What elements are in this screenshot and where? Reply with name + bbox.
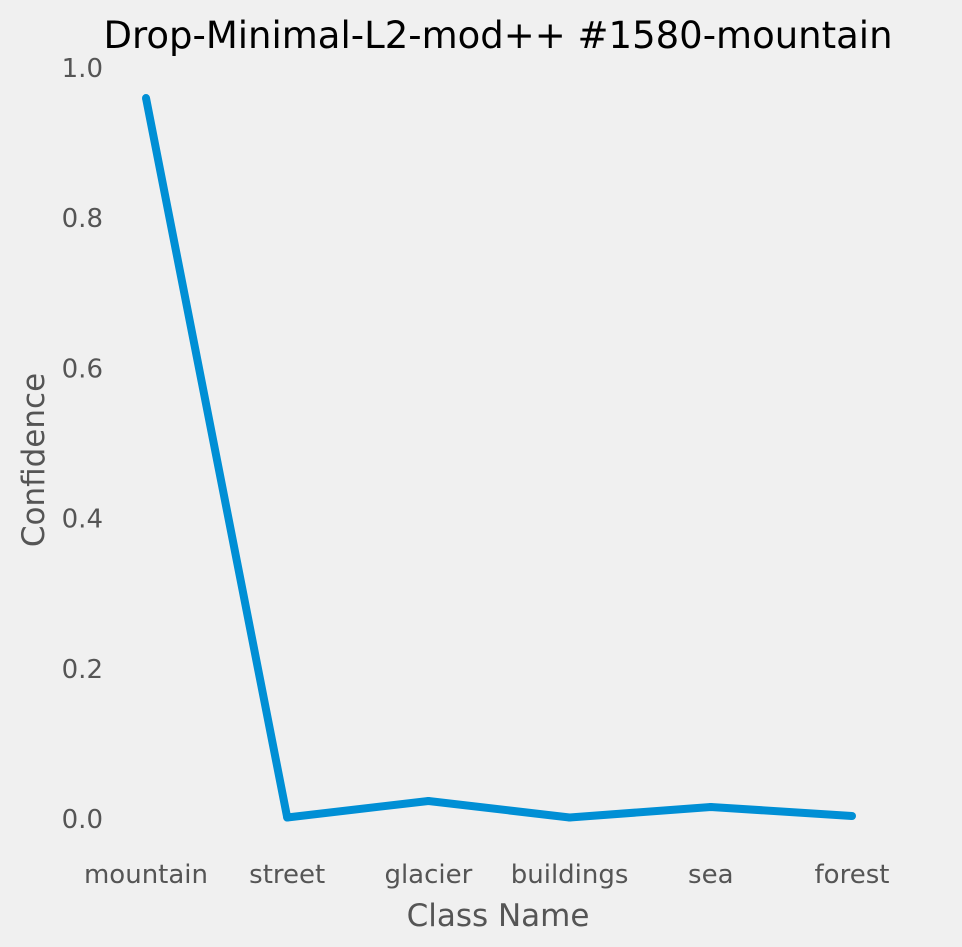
series-line — [142, 97, 853, 822]
x-tick-label: buildings — [511, 860, 629, 890]
y-tick-label: 0.8 — [62, 204, 103, 234]
data-point — [283, 813, 292, 822]
y-tick-label: 0.6 — [62, 354, 103, 384]
data-point — [848, 811, 856, 820]
x-tick-label: glacier — [384, 860, 472, 890]
data-point — [706, 802, 715, 811]
y-tick-label: 0.2 — [62, 655, 103, 685]
chart-title: Drop-Minimal-L2-mod++ #1580-mountain — [103, 14, 892, 57]
x-tick-label: street — [249, 860, 325, 890]
y-axis-ticks: 0.0 0.2 0.4 0.6 0.8 1.0 — [62, 54, 103, 835]
x-axis-label: Class Name — [407, 898, 590, 934]
x-tick-label: sea — [688, 860, 733, 890]
y-axis-label: Confidence — [16, 373, 52, 547]
x-tick-label: forest — [815, 860, 890, 890]
series-layer — [142, 94, 856, 822]
y-tick-label: 0.0 — [62, 805, 103, 835]
y-tick-label: 0.4 — [62, 505, 103, 535]
y-tick-label: 1.0 — [62, 54, 103, 84]
data-point — [424, 796, 433, 805]
x-tick-label: mountain — [84, 860, 208, 890]
data-point — [142, 94, 150, 103]
x-axis-ticks: mountain street glacier buildings sea forest — [84, 860, 889, 890]
data-point — [565, 813, 574, 822]
